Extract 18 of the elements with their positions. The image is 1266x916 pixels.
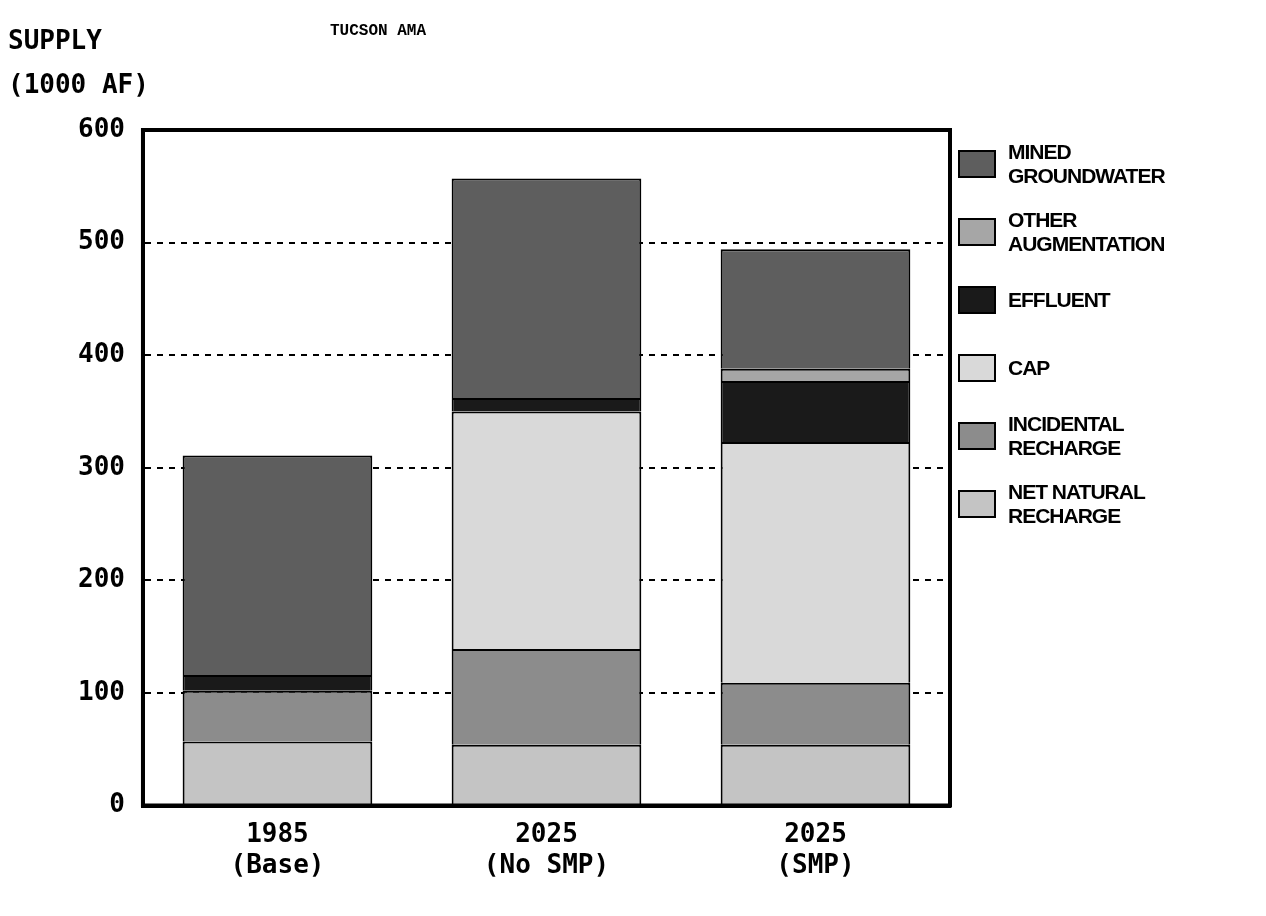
legend-label: CAP: [1008, 356, 1051, 380]
y-tick-label: 200: [77, 563, 125, 594]
x-tick-label: 2025 (No SMP): [483, 817, 610, 880]
x-tick-label: 1985 (Base): [230, 817, 325, 880]
y-tick-label: 300: [77, 450, 125, 481]
y-tick-label: 100: [77, 675, 125, 706]
legend-label: MINED GROUNDWATER: [1008, 140, 1166, 188]
legend-label: INCIDENTAL RECHARGE: [1008, 412, 1125, 460]
y-tick-label: 600: [77, 112, 125, 143]
x-tick-label: 2025 (SMP): [776, 817, 855, 880]
y-tick-label: 0: [109, 788, 125, 819]
chart-title: TUCSON AMA: [330, 22, 427, 40]
legend-label: OTHER AUGMENTATION: [1008, 208, 1166, 256]
legend-label: EFFLUENT: [1008, 288, 1112, 312]
y-tick-label: 400: [77, 337, 125, 368]
y-axis-title: SUPPLY (1000 AF): [8, 24, 150, 101]
y-tick-label: 500: [77, 225, 125, 256]
legend-label: NET NATURAL RECHARGE: [1008, 480, 1146, 528]
